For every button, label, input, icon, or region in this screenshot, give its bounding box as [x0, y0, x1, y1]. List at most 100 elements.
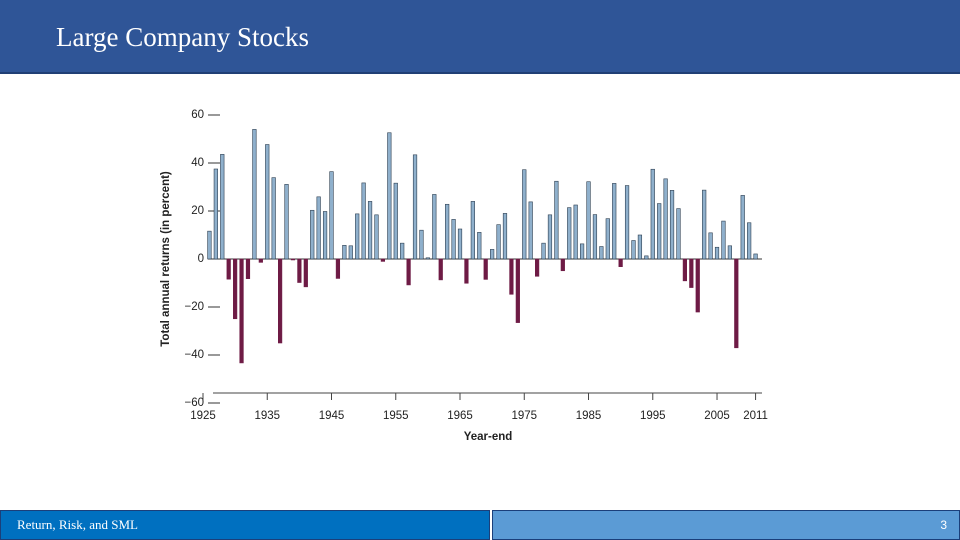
x-tick-label: 1925 [190, 410, 216, 422]
bar [592, 214, 598, 260]
y-tick-label: 60 [191, 109, 204, 121]
bar [457, 228, 463, 260]
bar [322, 211, 328, 260]
bar [393, 182, 398, 260]
bar [380, 258, 386, 262]
footer-text: Return, Risk, and SML [0, 510, 490, 540]
x-axis-label: Year-end [464, 431, 513, 443]
bar [612, 183, 617, 260]
bar [624, 185, 630, 260]
bar [207, 230, 212, 260]
bar [239, 258, 244, 364]
bar [560, 258, 565, 272]
bar [284, 184, 289, 260]
bar [419, 229, 424, 260]
bar [541, 242, 546, 260]
bar [490, 249, 495, 260]
bar [579, 243, 585, 260]
bar [445, 203, 450, 260]
bar [714, 246, 720, 260]
bar [702, 189, 707, 260]
bar [290, 258, 296, 261]
bar [265, 144, 270, 260]
bar [329, 171, 334, 260]
bar [335, 258, 341, 279]
bar [599, 246, 604, 260]
bar [689, 258, 694, 288]
x-tick-label: 1955 [383, 410, 409, 422]
bar [432, 194, 437, 260]
bar [342, 245, 347, 260]
bar [400, 242, 405, 260]
bar [695, 258, 700, 313]
bar [348, 245, 353, 260]
x-tick-label: 1995 [640, 410, 666, 422]
bar [605, 218, 610, 260]
bar [567, 207, 572, 260]
bar [528, 201, 533, 260]
bar [663, 178, 668, 260]
bar [425, 257, 430, 260]
bar [676, 208, 681, 260]
bar [464, 258, 469, 284]
x-tick-label: 2011 [743, 410, 768, 422]
bar [669, 190, 675, 260]
bar [682, 258, 687, 282]
bar [316, 196, 321, 260]
bar [470, 201, 475, 260]
y-tick-label: −20 [184, 301, 204, 313]
bar [573, 204, 578, 260]
bar [586, 181, 591, 260]
y-tick-label: 0 [198, 253, 204, 265]
slide-title: Large Company Stocks [56, 22, 309, 52]
bar [657, 203, 662, 260]
bar [644, 255, 649, 260]
bar [303, 258, 308, 288]
bar [522, 169, 527, 260]
header: Large Company Stocks [0, 0, 960, 74]
y-tick-label: −60 [184, 397, 204, 409]
bar [361, 182, 366, 260]
bar [245, 258, 251, 279]
bar [721, 220, 726, 260]
bar [637, 234, 643, 260]
bar [618, 258, 623, 267]
page-number: 3 [492, 510, 960, 540]
bar [708, 232, 713, 260]
x-tick-label: 1975 [511, 410, 537, 422]
x-tick-label: 1945 [319, 410, 345, 422]
y-tick-label: 20 [191, 205, 204, 217]
x-tick-label: 2005 [704, 410, 730, 422]
bar [747, 222, 752, 260]
x-tick-label: 1985 [576, 410, 602, 422]
y-tick-label: 40 [191, 157, 204, 169]
bar [438, 258, 443, 281]
x-tick-label: 1935 [254, 410, 280, 422]
bar [271, 177, 276, 260]
bar [387, 132, 392, 260]
bar [233, 258, 238, 320]
bar [412, 154, 418, 260]
bar [554, 180, 559, 260]
bar [547, 214, 553, 260]
bar [753, 253, 758, 260]
bar [310, 209, 315, 260]
bar [496, 224, 501, 260]
bar [631, 240, 636, 260]
bar [451, 219, 456, 260]
bar [727, 245, 732, 260]
bar [740, 195, 745, 260]
bar [502, 213, 508, 260]
bar [226, 258, 231, 280]
bar [278, 258, 283, 344]
bar [297, 258, 302, 283]
bar [406, 258, 411, 286]
y-tick-label: −40 [184, 349, 204, 361]
bar [252, 129, 257, 260]
bar [509, 258, 514, 295]
bar [258, 258, 263, 263]
bar [367, 201, 373, 260]
bar [477, 232, 482, 260]
bar [515, 258, 520, 323]
